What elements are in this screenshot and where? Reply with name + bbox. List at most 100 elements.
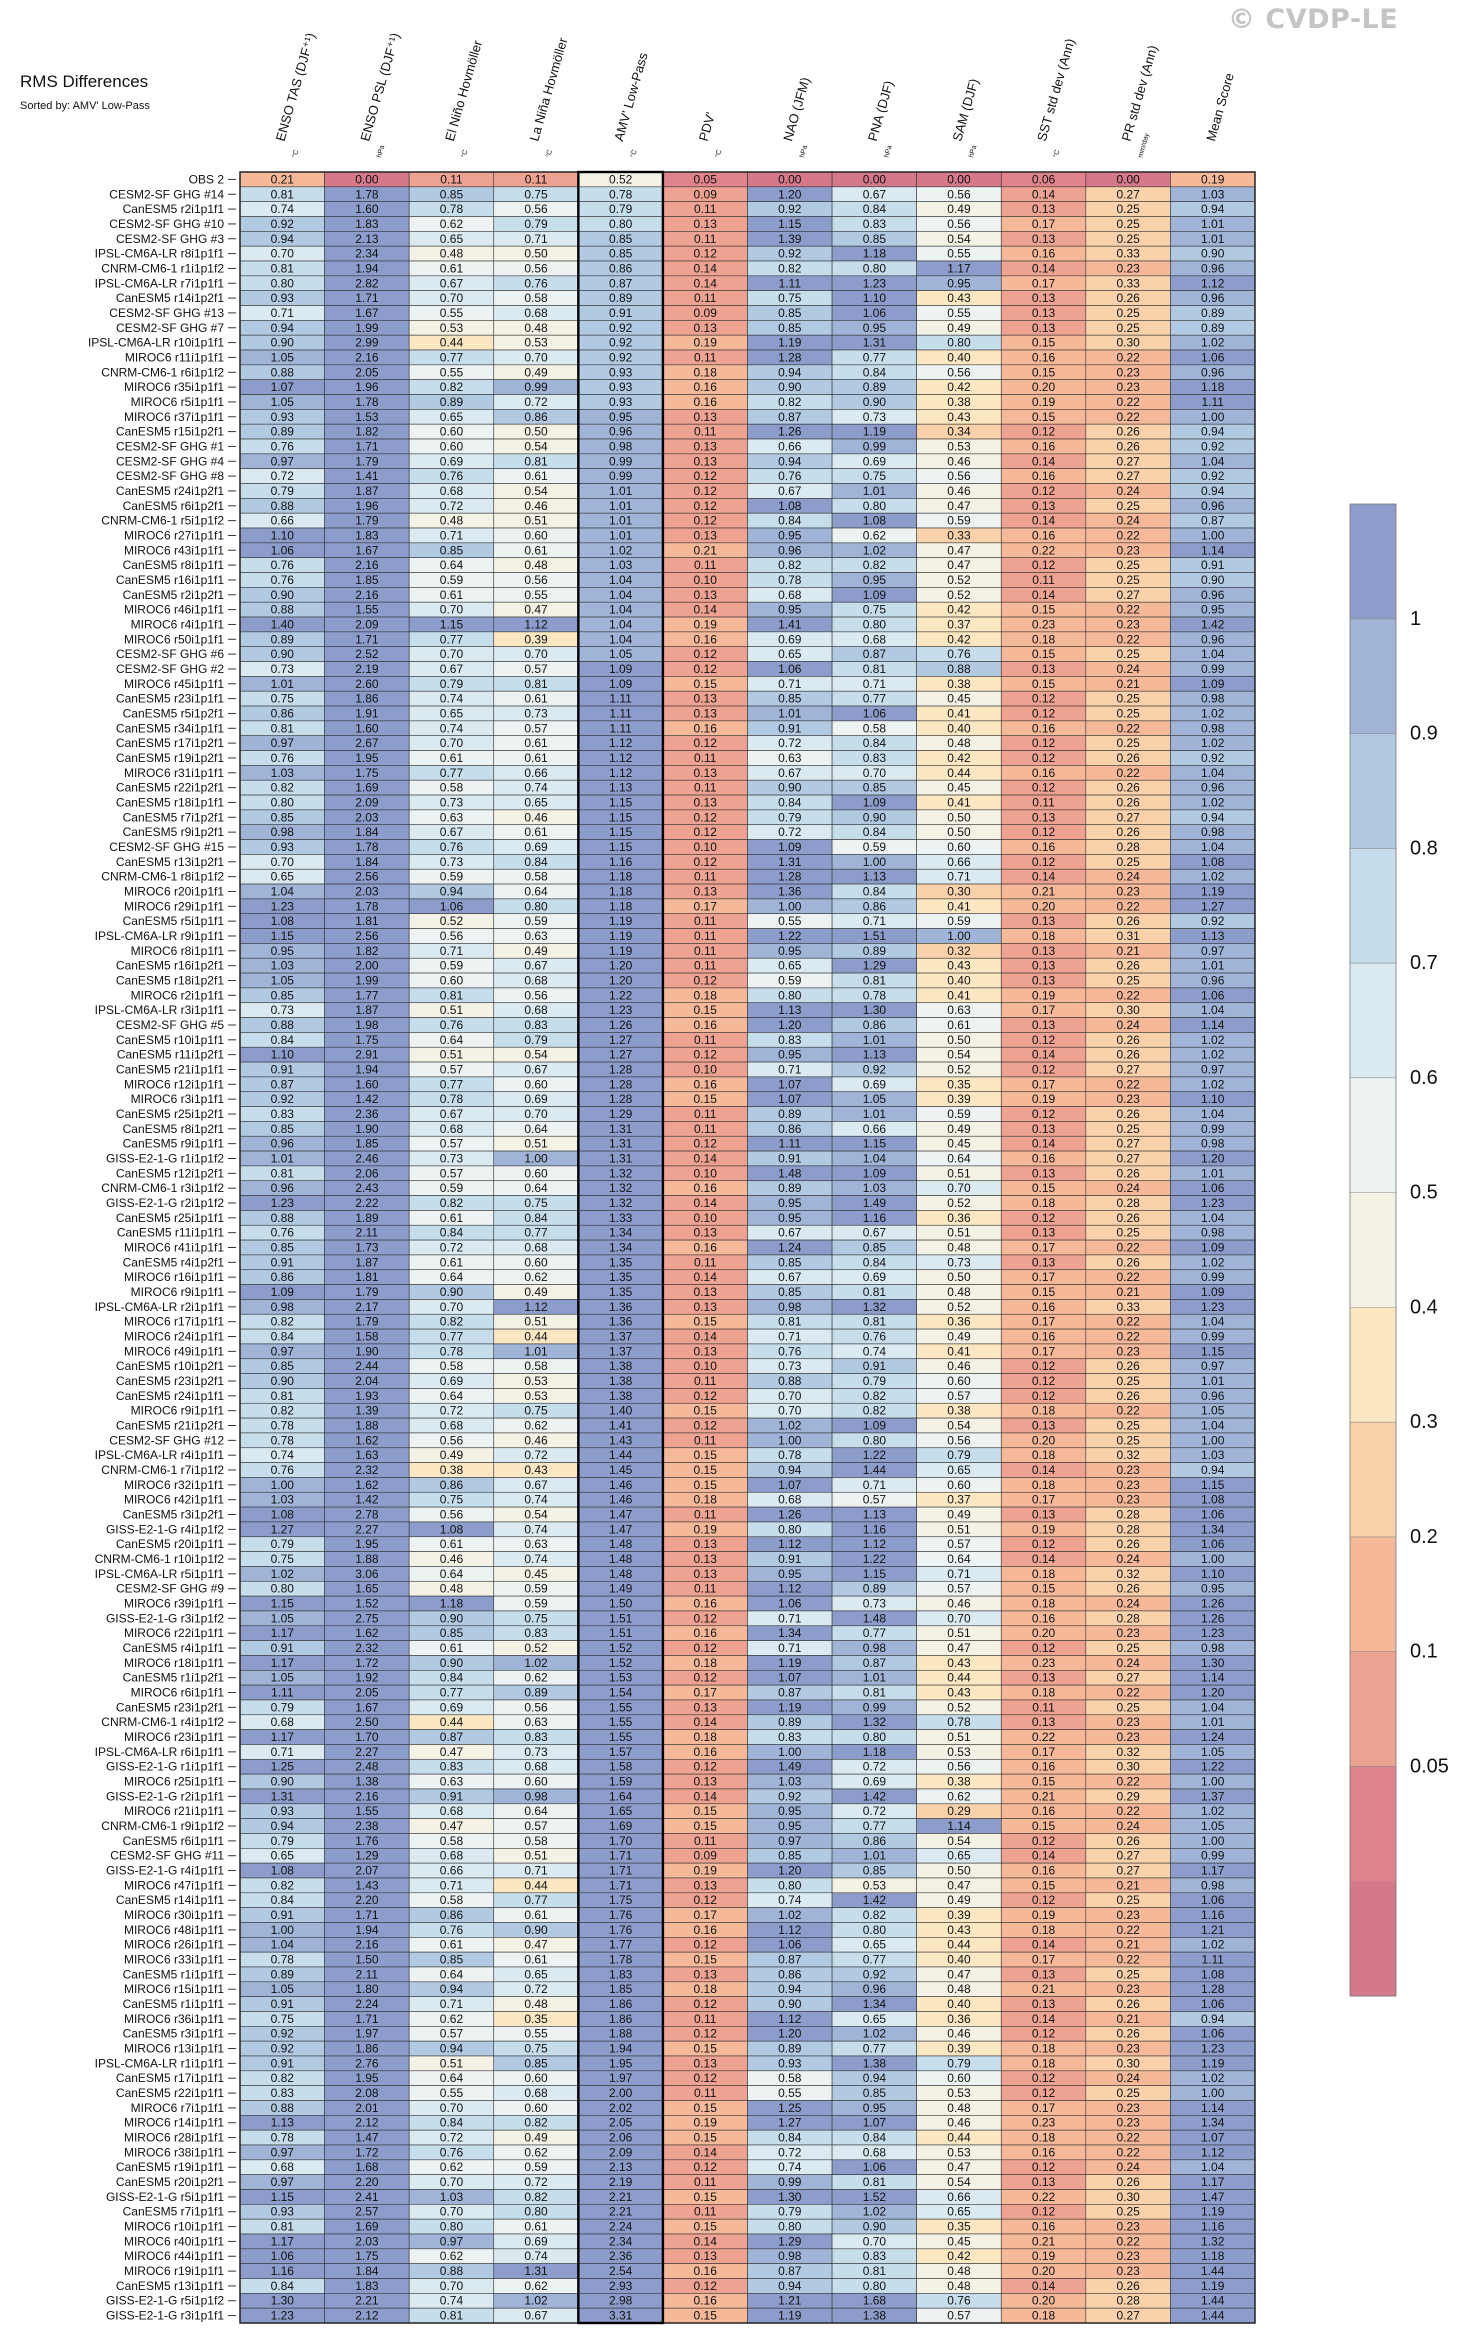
cell-value: 1.75: [609, 1893, 633, 1907]
row-label: CanESM5 r9i1p1f1: [123, 1137, 225, 1151]
row-label: MIROC6 r13i1p1f1: [124, 2042, 224, 2056]
cell-value: 0.78: [271, 1433, 295, 1447]
row-label: MIROC6 r41i1p1f1: [124, 1241, 224, 1255]
cell-value: 0.22: [1032, 2190, 1056, 2204]
cell-value: 0.68: [440, 1419, 464, 1433]
cell-value: 0.81: [863, 1686, 887, 1700]
cell-value: 0.56: [947, 1760, 971, 1774]
cell-value: 0.61: [524, 1953, 548, 1967]
cell-value: 1.03: [271, 1493, 295, 1507]
cell-value: 0.76: [440, 469, 464, 483]
cell-value: 1.30: [1201, 1656, 1225, 1670]
cell-value: 0.80: [609, 217, 633, 231]
cell-value: 0.80: [863, 2279, 887, 2293]
cell-value: 0.86: [863, 1834, 887, 1848]
cell-value: 1.03: [271, 959, 295, 973]
cell-value: 1.95: [355, 2071, 379, 2085]
cell-value: 2.21: [355, 2294, 379, 2308]
cell-value: 0.57: [947, 1582, 971, 1596]
cell-value: 2.16: [355, 1938, 379, 1952]
cell-value: 1.00: [1201, 1775, 1225, 1789]
cell-value: 0.67: [778, 766, 802, 780]
cell-value: 0.36: [947, 2012, 971, 2026]
cell-value: 0.12: [1032, 751, 1056, 765]
cell-value: 0.11: [694, 751, 717, 765]
cell-value: 0.40: [947, 721, 971, 735]
cell-value: 0.23: [1116, 380, 1140, 394]
cell-value: 0.71: [863, 677, 887, 691]
cell-value: 0.56: [524, 1700, 548, 1714]
cell-value: 0.56: [440, 929, 464, 943]
cell-value: 1.07: [778, 1092, 802, 1106]
cell-value: 1.57: [609, 1745, 633, 1759]
cell-value: 0.64: [440, 1270, 464, 1284]
cell-value: 1.69: [609, 1819, 633, 1833]
cell-value: 0.28: [1116, 1522, 1140, 1536]
cell-value: 0.99: [1201, 1122, 1225, 1136]
cell-value: 2.54: [609, 2264, 633, 2278]
cell-value: 0.25: [1116, 2086, 1140, 2100]
cell-value: 0.91: [271, 1062, 295, 1076]
cell-value: 0.64: [440, 2071, 464, 2085]
cell-value: 0.70: [440, 647, 464, 661]
cell-value: 0.72: [524, 1448, 548, 1462]
cell-value: 0.21: [1116, 1938, 1140, 1952]
cell-value: 1.18: [440, 1597, 464, 1611]
cell-value: 0.59: [524, 914, 548, 928]
cell-value: 0.90: [778, 1997, 802, 2011]
cell-value: 1.23: [863, 276, 887, 290]
cell-value: 0.95: [778, 1804, 802, 1818]
cell-value: 0.15: [1032, 1878, 1056, 1892]
cell-value: 2.13: [609, 2160, 633, 2174]
cell-value: 1.15: [1201, 1344, 1225, 1358]
cell-value: 0.12: [694, 2027, 718, 2041]
cell-value: 0.54: [947, 1419, 971, 1433]
cell-value: 0.13: [694, 706, 718, 720]
column-header: PNA (DJF): [865, 79, 897, 143]
cell-value: 1.71: [609, 1849, 633, 1863]
cell-value: 1.26: [778, 1508, 802, 1522]
cell-value: 2.56: [355, 929, 379, 943]
cell-value: 0.68: [863, 2145, 887, 2159]
cell-value: 1.52: [863, 2190, 887, 2204]
cell-value: 0.12: [694, 855, 718, 869]
cell-value: 0.60: [947, 1478, 971, 1492]
cell-value: 0.60: [524, 528, 548, 542]
cell-value: 0.23: [1116, 543, 1140, 557]
cell-value: 0.13: [1032, 1508, 1056, 1522]
cell-value: 0.25: [1116, 202, 1140, 216]
cell-value: 0.32: [1116, 1567, 1140, 1581]
cell-value: 0.24: [1116, 1656, 1140, 1670]
cell-value: 0.76: [271, 1226, 295, 1240]
cell-value: 1.18: [1201, 2249, 1225, 2263]
cell-value: 0.22: [1116, 2145, 1140, 2159]
cell-value: 0.86: [271, 706, 295, 720]
cell-value: 0.41: [947, 706, 971, 720]
cell-value: 0.71: [271, 1745, 295, 1759]
cell-value: 1.08: [271, 914, 295, 928]
cell-value: 0.82: [440, 1196, 464, 1210]
cell-value: 1.04: [609, 603, 633, 617]
cell-value: 0.22: [1116, 350, 1140, 364]
cell-value: 0.12: [1032, 855, 1056, 869]
cell-value: 0.65: [271, 1849, 295, 1863]
cell-value: 0.67: [778, 484, 802, 498]
cell-value: 0.12: [694, 499, 718, 513]
cell-value: 0.87: [863, 1656, 887, 1670]
cell-value: 0.17: [694, 1686, 718, 1700]
cell-value: 2.12: [355, 2116, 379, 2130]
cell-value: 0.64: [947, 1552, 971, 1566]
cell-value: 1.82: [355, 944, 379, 958]
cell-value: 1.86: [609, 1997, 633, 2011]
column-unit: °C: [629, 149, 639, 159]
cell-value: 0.84: [440, 1226, 464, 1240]
cell-value: 0.13: [1032, 973, 1056, 987]
cell-value: 0.23: [1116, 1493, 1140, 1507]
cell-value: 0.20: [1032, 380, 1056, 394]
cell-value: 1.02: [1201, 870, 1225, 884]
row-label: CanESM5 r1i1p1f1: [123, 1967, 225, 1981]
cell-value: 1.11: [609, 721, 632, 735]
cell-value: 1.42: [863, 1893, 887, 1907]
cell-value: 0.26: [1116, 825, 1140, 839]
cell-value: 0.11: [694, 1374, 717, 1388]
